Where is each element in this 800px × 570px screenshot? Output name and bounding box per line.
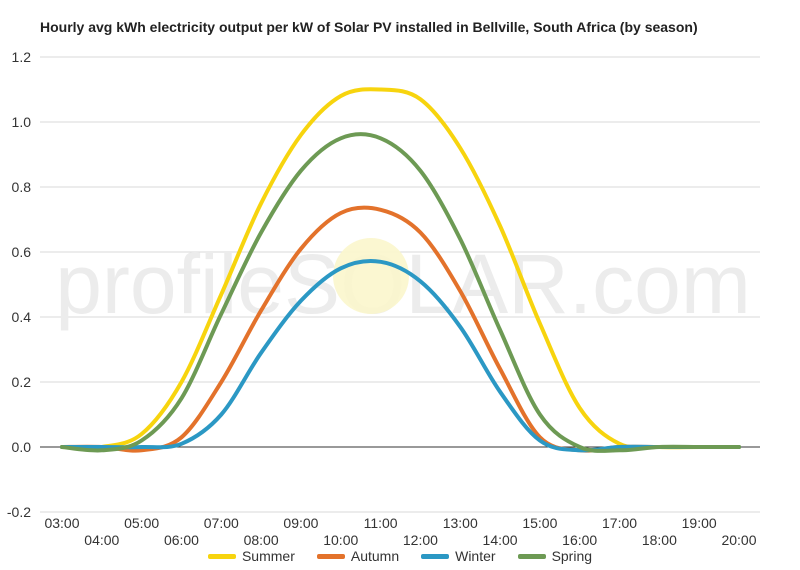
x-tick-label: 10:00 [323, 532, 358, 548]
x-tick-label: 19:00 [682, 515, 717, 531]
legend-item-winter: Winter [421, 548, 496, 564]
legend-swatch [421, 553, 450, 559]
legend-swatch [316, 553, 345, 559]
sun-logo-icon [333, 238, 409, 314]
y-tick-label: 0.4 [12, 309, 32, 325]
x-tick-label: 03:00 [44, 515, 79, 531]
x-tick-label: 06:00 [164, 532, 199, 548]
series-line-spring [60, 132, 741, 453]
x-tick-label: 07:00 [204, 515, 239, 531]
legend: Summer Autumn Winter Spring [0, 548, 800, 564]
x-tick-label: 18:00 [642, 532, 677, 548]
x-tick-label: 09:00 [283, 515, 318, 531]
legend-swatch [517, 553, 546, 559]
x-tick-label: 13:00 [443, 515, 478, 531]
y-tick-label: 0.6 [12, 244, 32, 260]
y-tick-label: 1.0 [12, 114, 32, 130]
x-tick-label: 14:00 [483, 532, 518, 548]
legend-label: Summer [241, 548, 295, 564]
x-tick-label: 17:00 [602, 515, 637, 531]
series-line-summer [60, 87, 741, 450]
x-tick-label: 11:00 [364, 515, 398, 531]
legend-item-autumn: Autumn [316, 548, 400, 564]
x-tick-label: 20:00 [721, 532, 756, 548]
legend-label: Spring [551, 548, 593, 564]
y-tick-label: 1.2 [12, 49, 32, 65]
y-tick-label: 0.0 [12, 439, 32, 455]
y-tick-label: 0.2 [12, 374, 32, 390]
x-tick-label: 04:00 [84, 532, 119, 548]
legend-item-spring: Spring [517, 548, 593, 564]
y-tick-label: 0.8 [12, 179, 32, 195]
y-tick-labels: -0.2 0.0 0.2 0.4 0.6 0.8 1.0 1.2 [7, 49, 31, 520]
x-tick-label: 08:00 [244, 532, 279, 548]
series-line-winter [60, 258, 741, 453]
legend-swatch [207, 553, 236, 559]
y-tick-label: -0.2 [7, 504, 31, 520]
legend-item-summer: Summer [207, 548, 295, 564]
series-lines [60, 87, 741, 453]
x-tick-label: 16:00 [562, 532, 597, 548]
legend-label: Winter [455, 548, 496, 564]
x-tick-label: 05:00 [124, 515, 159, 531]
legend-label: Autumn [350, 548, 400, 564]
x-tick-label: 12:00 [403, 532, 438, 548]
chart-title: Hourly avg kWh electricity output per kW… [40, 19, 698, 35]
x-tick-label: 15:00 [522, 515, 557, 531]
